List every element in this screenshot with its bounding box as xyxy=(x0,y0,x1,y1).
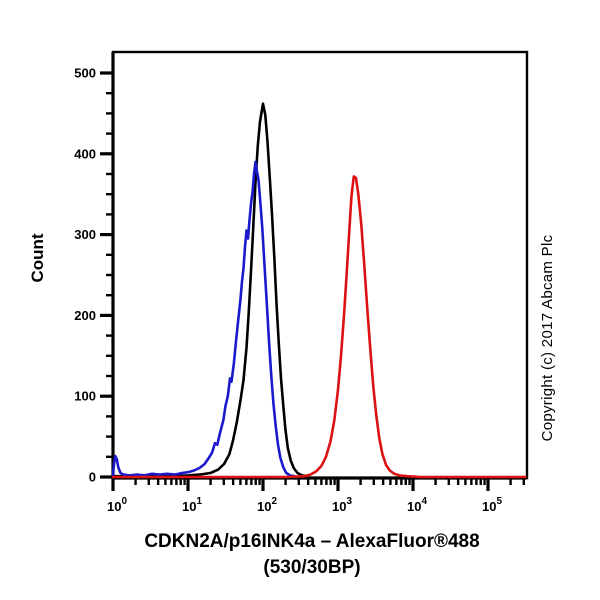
chart-title: CDKN2A/p16INK4a – AlexaFluor®488 (530/30… xyxy=(12,529,600,581)
x-tick-label: 100 xyxy=(107,496,127,514)
chart-title-line2: (530/30BP) xyxy=(263,557,361,578)
y-tick-label: 400 xyxy=(74,146,96,161)
series-line-blue-histogram xyxy=(111,160,296,478)
x-tick-label: 103 xyxy=(332,496,352,514)
series-line-red-histogram xyxy=(111,175,527,479)
x-tick-label: 104 xyxy=(407,496,427,514)
copyright-notice: Copyright (c) 2017 Abcam Plc xyxy=(539,234,556,442)
y-tick-label: 500 xyxy=(74,66,96,81)
x-tick-label: 101 xyxy=(182,496,202,514)
series-line-black-histogram xyxy=(113,102,310,478)
y-tick-label: 200 xyxy=(74,308,96,323)
x-tick-label: 105 xyxy=(482,496,502,514)
y-tick-label: 100 xyxy=(74,389,96,404)
y-axis-title: Count xyxy=(28,233,47,283)
y-tick-label: 0 xyxy=(89,470,96,485)
x-tick-label: 102 xyxy=(257,496,277,514)
y-tick-label: 300 xyxy=(74,227,96,242)
plot-border xyxy=(111,50,529,480)
chart-title-line1: CDKN2A/p16INK4a – AlexaFluor®488 xyxy=(144,531,480,552)
